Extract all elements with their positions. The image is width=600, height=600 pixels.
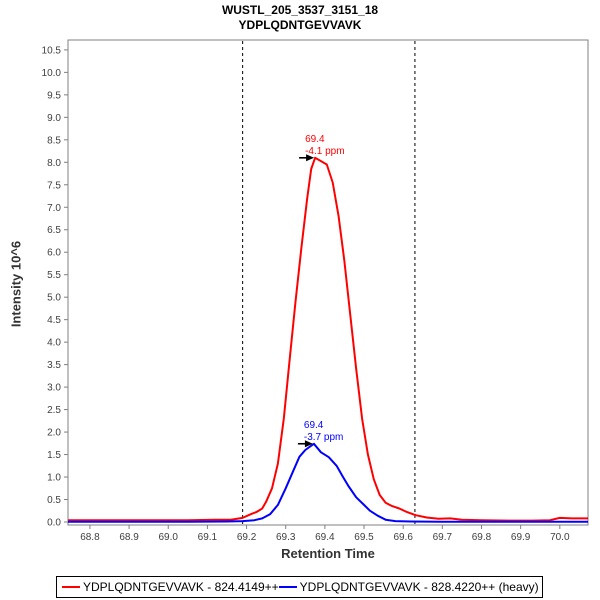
- legend: YDPLQDNTGEVVAVK - 824.4149++ YDPLQDNTGEVV…: [56, 576, 543, 598]
- y-tick-label: 7.5: [47, 180, 61, 191]
- x-axis-label: Retention Time: [281, 546, 375, 561]
- y-tick-label: 10.5: [42, 45, 62, 56]
- peak-arrow-icon: [306, 154, 315, 162]
- x-tick-label: 69.1: [198, 532, 218, 543]
- y-tick-label: 5.0: [47, 293, 61, 304]
- peak-annotation-rt: 69.4: [304, 420, 324, 431]
- y-tick-label: 9.5: [47, 90, 61, 101]
- y-tick-label: 2.0: [47, 428, 61, 439]
- y-tick-label: 9.0: [47, 113, 61, 124]
- peak-annotation-ppm: -3.7 ppm: [304, 432, 343, 443]
- peak-arrow-icon: [304, 440, 313, 448]
- y-tick-label: 1.5: [47, 450, 61, 461]
- x-tick-label: 69.0: [159, 532, 179, 543]
- x-tick-label: 69.9: [511, 532, 531, 543]
- peak-annotation-ppm: -4.1 ppm: [305, 146, 344, 157]
- peak-annotation-rt: 69.4: [305, 134, 325, 145]
- chromatogram-trace-light[interactable]: [68, 156, 588, 522]
- y-tick-label: 0.0: [47, 517, 61, 528]
- x-tick-label: 69.5: [354, 532, 374, 543]
- y-tick-label: 6.0: [47, 248, 61, 259]
- chart-title-run: WUSTL_205_3537_3151_18: [221, 3, 379, 17]
- x-tick-label: 69.3: [276, 532, 296, 543]
- chromatogram-trace-heavy[interactable]: [68, 442, 588, 523]
- plot-frame: [67, 39, 589, 526]
- y-tick-label: 2.5: [47, 405, 61, 416]
- x-tick-label: 69.8: [472, 532, 492, 543]
- x-tick-label: 69.4: [315, 532, 335, 543]
- legend-line-sample-icon: [278, 586, 297, 588]
- y-tick-label: 5.5: [47, 270, 61, 281]
- x-tick-label: 68.8: [80, 532, 100, 543]
- y-tick-label: 10.0: [42, 68, 62, 79]
- x-tick-label: 69.7: [433, 532, 453, 543]
- x-tick-label: 69.2: [237, 532, 257, 543]
- y-tick-label: 8.5: [47, 135, 61, 146]
- y-tick-label: 0.5: [47, 495, 61, 506]
- legend-line-sample-icon: [62, 586, 80, 588]
- y-tick-label: 6.5: [47, 225, 61, 236]
- y-tick-label: 4.0: [47, 338, 61, 349]
- x-tick-label: 70.0: [550, 532, 570, 543]
- x-tick-label: 68.9: [119, 532, 139, 543]
- y-tick-label: 4.5: [47, 315, 61, 326]
- chart-title-peptide: YDPLQDNTGEVVAVK: [238, 18, 362, 32]
- y-tick-label: 3.5: [47, 360, 61, 371]
- x-tick-label: 69.6: [393, 532, 413, 543]
- legend-item-label: YDPLQDNTGEVVAVK - 824.4149++: [83, 580, 279, 594]
- y-tick-label: 8.0: [47, 158, 61, 169]
- y-tick-label: 1.0: [47, 473, 61, 484]
- y-tick-label: 3.0: [47, 383, 61, 394]
- legend-item-label: YDPLQDNTGEVVAVK - 828.4220++ (heavy): [299, 580, 539, 594]
- chart-titles: WUSTL_205_3537_3151_18 YDPLQDNTGEVVAVK: [0, 3, 600, 33]
- y-tick-label: 7.0: [47, 203, 61, 214]
- y-axis-label: Intensity 10^6: [8, 240, 24, 328]
- legend-item[interactable]: YDPLQDNTGEVVAVK - 824.4149++: [62, 580, 279, 594]
- legend-item[interactable]: YDPLQDNTGEVVAVK - 828.4220++ (heavy): [278, 580, 539, 594]
